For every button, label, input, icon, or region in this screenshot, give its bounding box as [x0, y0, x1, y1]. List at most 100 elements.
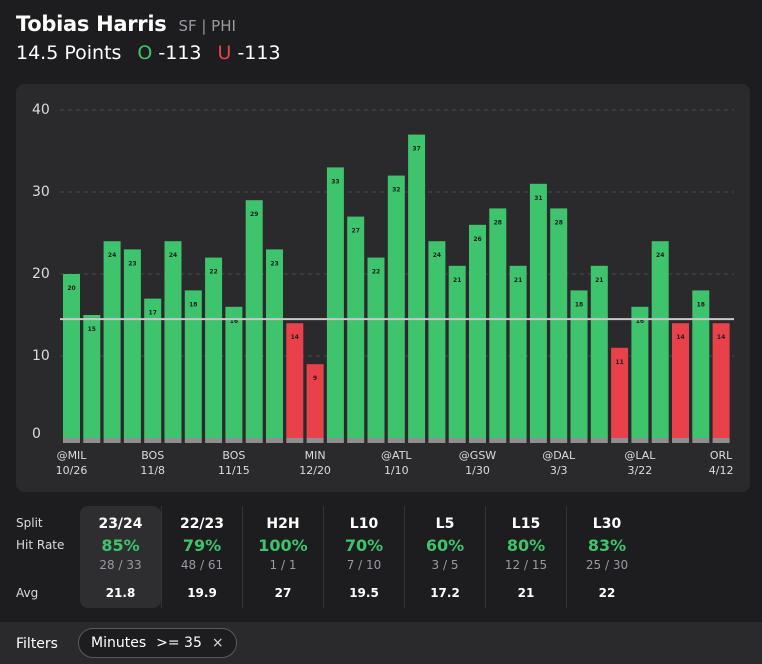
x-tick-opponent: @LAL: [624, 449, 656, 462]
y-tick-label: 0: [32, 426, 41, 442]
stat-column[interactable]: L10 70% 7 / 10 19.5: [323, 506, 404, 608]
bar: [266, 249, 283, 438]
bar: [408, 134, 426, 438]
bar-value-label: 24: [108, 252, 116, 259]
bar: [631, 306, 649, 438]
avg-value: 17.2: [430, 586, 460, 600]
bar: [428, 241, 446, 438]
hit-count: 28 / 33: [99, 558, 142, 572]
y-tick-label: 20: [32, 266, 50, 282]
game-log-chart: 0 10 20 30 40 20 15 24 23 17 24 18 22 16 29 23 14 9 33 27 22…: [32, 102, 734, 477]
bar: [550, 208, 568, 438]
hit-rate-value: 70%: [344, 536, 384, 555]
stat-column[interactable]: 22/23 79% 48 / 61 19.9: [161, 506, 242, 608]
bar: [712, 323, 730, 438]
bar-value-label: 18: [189, 301, 197, 308]
stat-column[interactable]: L15 80% 12 / 15 21: [485, 506, 566, 608]
player-team: SF | PHI: [178, 17, 236, 35]
bar: [692, 290, 710, 438]
split-name: L10: [349, 516, 379, 532]
bar-base: [205, 438, 223, 443]
bar-value-label: 15: [88, 326, 96, 333]
bar-base: [448, 438, 466, 443]
stat-column[interactable]: L30 83% 25 / 30 22: [566, 506, 647, 608]
bar-value-label: 24: [656, 252, 664, 259]
hit-count: 25 / 30: [585, 558, 629, 572]
over-odds[interactable]: -113: [158, 42, 202, 64]
x-tick-date: 11/8: [140, 464, 165, 477]
bar: [448, 265, 466, 438]
bar: [286, 323, 304, 438]
avg-value: 21: [517, 586, 535, 600]
bar-base: [184, 438, 202, 443]
over-letter[interactable]: O: [137, 42, 153, 64]
under-letter[interactable]: U: [217, 42, 232, 64]
avg-label: Avg: [16, 586, 39, 600]
bar-value-label: 14: [291, 334, 299, 341]
bar-value-label: 26: [473, 236, 481, 243]
split-name: H2H: [266, 516, 300, 532]
hit-count: 1 / 1: [269, 558, 297, 572]
x-tick-opponent: BOS: [141, 449, 164, 462]
bar-base: [286, 438, 304, 443]
bar-base: [266, 438, 283, 443]
x-tick-date: 1/10: [384, 464, 409, 477]
hit-count: 3 / 5: [431, 558, 459, 572]
y-tick-label: 30: [32, 184, 50, 200]
stat-column[interactable]: H2H 100% 1 / 1 27: [242, 506, 323, 608]
bar-base: [387, 438, 405, 443]
bar: [347, 216, 365, 438]
bar-base: [408, 438, 426, 443]
bar: [184, 290, 202, 438]
x-tick-opponent: @DAL: [542, 449, 576, 462]
bar-base: [83, 438, 101, 443]
x-tick-opponent: @MIL: [57, 449, 88, 462]
x-tick-date: 10/26: [56, 464, 88, 477]
hit-count: 48 / 61: [180, 558, 224, 572]
bar-base: [529, 438, 547, 443]
bar-value-label: 29: [250, 211, 258, 218]
bar: [672, 323, 689, 438]
avg-value: 27: [274, 586, 292, 600]
bar-base: [326, 438, 344, 443]
split-name: L30: [592, 516, 622, 532]
split-name: 23/24: [98, 516, 143, 532]
minutes-filter-chip[interactable]: Minutes >= 35 ×: [78, 628, 237, 658]
bar: [83, 315, 101, 438]
bar-base: [590, 438, 608, 443]
bar: [570, 290, 588, 438]
x-tick-date: 4/12: [709, 464, 734, 477]
x-tick-date: 3/22: [628, 464, 653, 477]
bar: [63, 274, 80, 438]
x-tick-opponent: ORL: [710, 449, 733, 462]
under-odds[interactable]: -113: [237, 42, 281, 64]
bar-value-label: 21: [595, 277, 603, 284]
avg-value: 19.5: [349, 586, 379, 600]
hit-rate-value: 85%: [101, 536, 140, 555]
bar-value-label: 22: [209, 269, 217, 276]
bar: [164, 241, 182, 438]
prop-line: 14.5 Points: [16, 42, 122, 64]
avg-value: 21.8: [105, 586, 136, 600]
close-icon[interactable]: ×: [211, 635, 224, 651]
bar: [590, 265, 608, 438]
chip-label: Minutes: [91, 635, 147, 651]
bar-value-label: 16: [230, 318, 238, 325]
y-tick-label: 10: [32, 348, 50, 364]
bar-value-label: 27: [352, 228, 360, 235]
bar: [489, 208, 507, 438]
bar: [651, 241, 669, 438]
x-tick-date: 1/30: [465, 464, 490, 477]
bar-base: [489, 438, 507, 443]
bar-base: [306, 438, 324, 443]
stat-column[interactable]: L5 60% 3 / 5 17.2: [404, 506, 485, 608]
split-label: Split: [16, 516, 43, 530]
hit-rate-value: 60%: [425, 536, 465, 555]
x-tick-date: 11/15: [218, 464, 250, 477]
bar-base: [631, 438, 649, 443]
bar-value-label: 21: [453, 277, 461, 284]
stat-column[interactable]: 23/24 85% 28 / 33 21.8: [80, 506, 161, 608]
bar: [144, 298, 162, 438]
bar-value-label: 18: [697, 301, 705, 308]
filters-bar: Filters Minutes >= 35 ×: [0, 622, 762, 664]
